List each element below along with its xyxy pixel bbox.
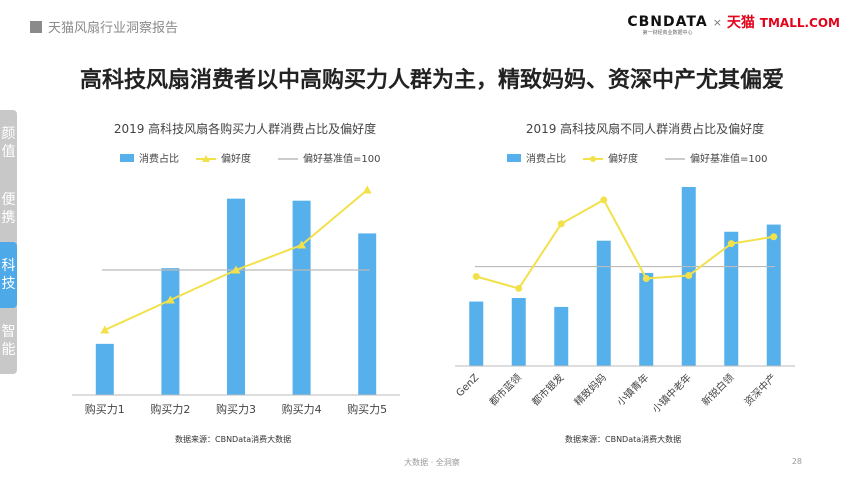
legend-label: 偏好度: [608, 152, 638, 165]
sidebar-char: 携: [1, 210, 16, 226]
line-point: [600, 196, 608, 204]
x-tick-label: GenZ: [454, 372, 481, 399]
bar: [95, 343, 114, 395]
line-point: [557, 220, 565, 228]
cbndata-subtitle: 第一财经商业数据中心: [642, 30, 693, 36]
line-point: [642, 274, 650, 282]
line-point: [472, 273, 480, 280]
sidebar-char: 值: [1, 144, 16, 160]
sidebar-char: 科: [1, 258, 16, 274]
legend-marker-icon: [202, 155, 210, 162]
tmall-en: TMALL.COM: [759, 16, 840, 30]
sidebar-char: 智: [1, 324, 16, 340]
cbndata-logo: CBNDATA 第一财经商业数据中心: [627, 14, 707, 37]
purchasing-power-chart: 2019 高科技风扇各购买力人群消费占比及偏好度消费占比 偏好度 偏好基准值=100…: [70, 115, 400, 439]
legend-marker-icon: [590, 156, 596, 162]
data-source-right: 数据来源：CBNData消费大数据: [565, 435, 682, 444]
page-title: 高科技风扇消费者以中高购买力人群为主，精致妈妈、资深中产尤其偏爱: [79, 68, 784, 93]
line-point: [231, 265, 241, 274]
tmall-logo: 天猫 TMALL.COM: [727, 14, 840, 32]
x-tick-label: 小镇青年: [614, 371, 651, 408]
x-tick-label: 购买力5: [347, 402, 387, 416]
legend-label: 消费占比: [139, 152, 179, 165]
line-point: [515, 284, 523, 292]
footer-slogan: 大数据 · 全洞察: [404, 458, 460, 467]
cbndata-name: CBNDATA: [627, 14, 708, 30]
line-point: [362, 185, 372, 194]
category-sidebar: 颜 值 便 携 科 技 智 能: [0, 110, 17, 374]
bar: [292, 200, 311, 395]
bar: [161, 268, 180, 395]
x-tick-label: 资深中产: [741, 371, 778, 408]
bar: [639, 272, 654, 366]
bar: [469, 301, 484, 366]
sidebar-item-smart[interactable]: 智 能: [0, 308, 17, 374]
tmall-cn: 天猫: [726, 15, 755, 31]
bar: [227, 198, 245, 395]
sidebar-char: 能: [1, 342, 16, 358]
preference-line: [475, 198, 774, 290]
x-tick-label: 都市蓝领: [486, 371, 523, 408]
sidebar-item-technology[interactable]: 科 技: [0, 242, 17, 308]
bar: [554, 306, 569, 366]
brand-logos: CBNDATA 第一财经商业数据中心 × 天猫 TMALL.COM: [627, 14, 840, 37]
sidebar-item-portable[interactable]: 便 携: [0, 176, 17, 242]
x-tick-label: 购买力2: [150, 402, 190, 416]
line-point: [100, 325, 110, 334]
x-tick-label: 购买力4: [282, 402, 322, 416]
x-tick-label: 都市银发: [529, 371, 566, 408]
brand-separator: ×: [712, 16, 722, 29]
report-title: 天猫风扇行业洞察报告: [48, 21, 179, 36]
sidebar-char: 颜: [1, 126, 16, 142]
bar: [766, 224, 781, 366]
x-tick-label: 购买力3: [216, 402, 256, 416]
x-tick-label: 精致妈妈: [571, 371, 608, 408]
legend-label: 偏好基准值=100: [690, 152, 767, 165]
bar: [511, 297, 526, 366]
line-point: [297, 240, 307, 249]
bar: [596, 240, 611, 366]
page-number: 28: [791, 457, 802, 466]
header-marker-icon: [30, 21, 42, 33]
legend-label: 消费占比: [526, 152, 566, 165]
data-source-left: 数据来源：CBNData消费大数据: [175, 435, 292, 444]
line-point: [727, 240, 735, 248]
legend-label: 偏好基准值=100: [303, 152, 380, 165]
bar: [358, 233, 377, 395]
x-tick-label: 购买力1: [85, 402, 125, 416]
line-point: [165, 295, 175, 304]
x-tick-label: 小镇中老年: [649, 371, 694, 416]
line-point: [685, 272, 693, 280]
sidebar-char: 技: [1, 276, 16, 292]
line-point: [770, 233, 778, 241]
sidebar-item-appearance[interactable]: 颜 值: [0, 110, 17, 176]
x-tick-label: 新锐白领: [699, 371, 736, 408]
consumer-group-chart: 2019 高科技风扇不同人群消费占比及偏好度 消费占比 偏好度 偏好基准值=100 Ge…: [454, 115, 795, 439]
legend-bar-swatch: [507, 154, 521, 162]
chart-title: 2019 高科技风扇各购买力人群消费占比及偏好度: [114, 121, 376, 136]
legend-bar-swatch: [120, 154, 134, 162]
chart-title: 2019 高科技风扇不同人群消费占比及偏好度: [526, 121, 764, 136]
bar: [724, 231, 739, 366]
legend-label: 偏好度: [221, 152, 251, 165]
sidebar-char: 便: [1, 192, 16, 208]
